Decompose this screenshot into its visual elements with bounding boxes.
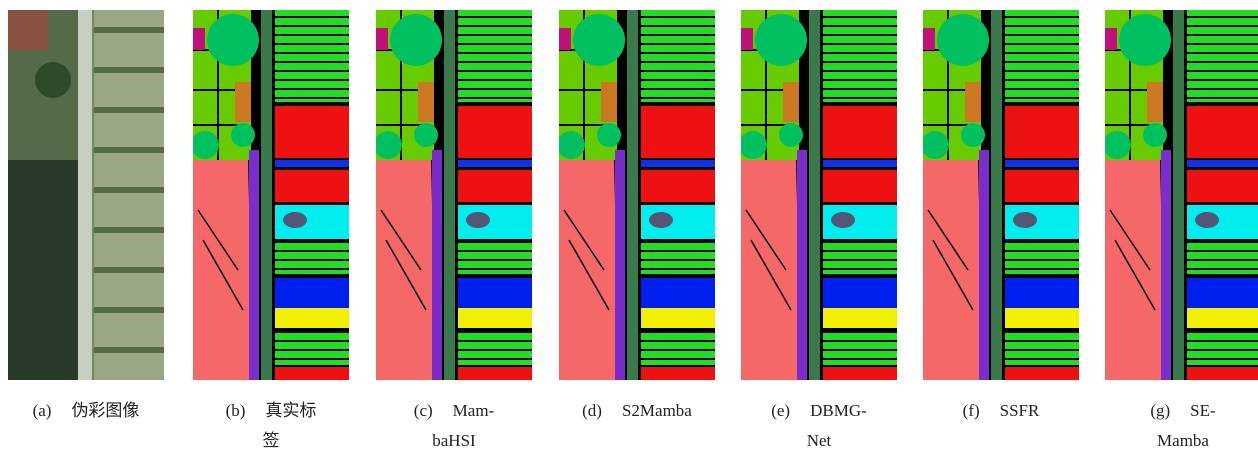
classification-map: [923, 10, 1079, 380]
caption-text: DBMG-: [810, 401, 867, 420]
caption-line: (d) S2Mamba: [552, 396, 722, 426]
caption: (e) DBMG- Net: [734, 396, 904, 456]
panel: [923, 10, 1079, 380]
caption: (g) SE- Mamba: [1098, 396, 1258, 456]
panel: [376, 10, 532, 380]
caption-label: (f): [963, 401, 980, 420]
map-image: [376, 10, 532, 380]
caption-text: Mamba: [1098, 426, 1258, 456]
map-image: [1105, 10, 1258, 380]
caption-line: (g) SE-: [1098, 396, 1258, 426]
classification-map: [376, 10, 532, 380]
caption-label: (b): [226, 401, 246, 420]
panel: [741, 10, 897, 380]
caption: (c) Mam-baHSI: [369, 396, 539, 456]
map-image: [923, 10, 1079, 380]
classification-map: [193, 10, 349, 380]
caption-line: (a) 伪彩图像: [1, 396, 171, 426]
caption-text: 伪彩图像: [71, 401, 139, 420]
caption-label: (d): [582, 401, 602, 420]
panel: [1105, 10, 1258, 380]
caption-label: (e): [771, 401, 790, 420]
figure: (a) 伪彩图像 (b) 真实标签 (c) Mam-baHSI (d) S2Mamba (e) D…: [0, 0, 1258, 462]
caption-text: SE-: [1190, 401, 1216, 420]
caption-line: (c) Mam-: [369, 396, 539, 426]
caption-line: (e) DBMG-: [734, 396, 904, 426]
false-color-image: [8, 10, 164, 380]
caption-text: 签: [186, 426, 356, 456]
panel: [559, 10, 715, 380]
panel: [193, 10, 349, 380]
caption: (f) SSFR: [916, 396, 1086, 426]
caption-text: S2Mamba: [622, 401, 692, 420]
panel: [8, 10, 164, 380]
caption: (b) 真实标签: [186, 396, 356, 456]
classification-map: [1105, 10, 1258, 380]
map-image: [741, 10, 897, 380]
caption: (a) 伪彩图像: [1, 396, 171, 426]
caption-text: Net: [734, 426, 904, 456]
caption-text: 真实标: [265, 401, 316, 420]
caption: (d) S2Mamba: [552, 396, 722, 426]
caption-label: (c): [414, 401, 433, 420]
caption-label: (a): [33, 401, 52, 420]
caption-label: (g): [1150, 401, 1170, 420]
map-image: [8, 10, 164, 380]
caption-text: Mam-: [453, 401, 495, 420]
caption-text: SSFR: [1000, 401, 1040, 420]
classification-map: [559, 10, 715, 380]
caption-line: (b) 真实标: [186, 396, 356, 426]
caption-text: baHSI: [369, 426, 539, 456]
classification-map: [741, 10, 897, 380]
caption-line: (f) SSFR: [916, 396, 1086, 426]
map-image: [193, 10, 349, 380]
map-image: [559, 10, 715, 380]
